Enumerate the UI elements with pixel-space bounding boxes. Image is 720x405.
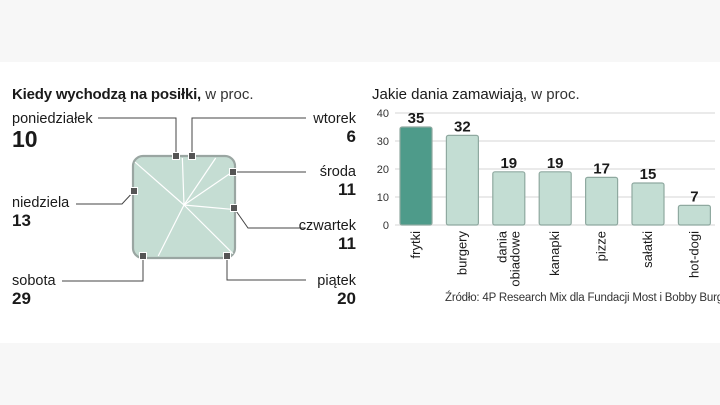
x-tick-label-kanapki: kanapki [547,231,562,276]
pie-panel-title: Kiedy wychodzą na posiłki, w proc. [12,86,254,103]
source-note: Źródło: 4P Research Mix dla Fundacji Mos… [445,292,720,304]
day-label-wtorek: wtorek 6 [313,111,356,146]
day-label-poniedzialek: poniedziałek 10 [12,111,93,152]
x-tick-label-frytki: frytki [408,231,423,259]
bar-sałatki [631,182,665,226]
bottom-band [0,343,720,405]
y-tick-label-0: 0 [383,220,389,232]
pie-marker-wtorek [188,152,196,160]
day-label-niedziela: niedziela 13 [12,195,70,230]
x-tick-label-burgery: burgery [454,231,469,276]
bar-kanapki [538,171,572,226]
pie-leader-line-sobota [62,256,144,282]
pie-marker-niedziela [130,187,138,195]
day-label-sobota: sobota 29 [12,273,56,308]
bar-value-label-pizze: 17 [593,160,610,177]
bar-value-label-burgery: 32 [454,118,471,135]
pie-leader-line-poniedziałek [98,117,177,156]
day-label-czwartek: czwartek 11 [298,218,356,253]
bar-value-label-dania obiadowe: 19 [500,155,517,172]
bar-value-label-sałatki: 15 [640,166,657,183]
pie-slice-boundary-6 [157,204,185,257]
bar-pizze [584,176,619,226]
pie-marker-środa [229,168,237,176]
pie-marker-czwartek [230,204,238,212]
day-label-piatek: piątek 20 [317,273,356,308]
x-tick-label-hot-dogi: hot-dogi [686,231,701,278]
pie-leader-line-niedziela [76,190,135,205]
bar-title: Jakie dania zamawiają, [372,86,528,103]
pie-marker-piątek [223,252,231,260]
pie-leader-line-czwartek [233,207,306,229]
pie-marker-sobota [139,252,147,260]
day-label-sroda: środa 11 [319,164,356,199]
y-tick-label-20: 20 [377,164,389,176]
bar-hot-dogi [677,204,712,226]
top-band [0,0,720,62]
pie-slice-boundary-4 [183,204,234,211]
x-tick-label-sałatki: sałatki [640,231,655,268]
bar-value-label-frytki: 35 [408,110,425,127]
pie-title: Kiedy wychodzą na posiłki, [12,86,202,103]
bar-value-label-kanapki: 19 [547,155,564,172]
y-tick-label-10: 10 [377,192,389,204]
bar-frytki [399,126,433,226]
pie-slice-boundary-5 [183,204,234,255]
pie-slice-boundary-2 [183,157,217,206]
pie-slice-boundary-1 [181,157,185,206]
x-tick-label-dania obiadowe-1: dania [494,230,509,263]
bar-unit: w proc. [531,86,580,103]
x-tick-label-pizze: pizze [594,231,609,261]
pie-marker-poniedziałek [172,152,180,160]
pie-slice-boundary-3 [183,170,234,206]
pie-unit: w proc. [205,86,254,103]
x-tick-label-dania obiadowe-2: obiadowe [507,231,522,287]
pie-square [131,154,237,260]
pie-slice-boundary-7 [134,161,185,206]
pie-leader-line-wtorek [191,117,306,156]
pie-leader-line-piątek [226,256,306,281]
y-tick-label-40: 40 [377,108,389,120]
bar-value-label-hot-dogi: 7 [690,188,698,205]
bar-burgery [445,134,479,226]
bar-dania obiadowe [492,171,526,226]
y-tick-label-30: 30 [377,136,389,148]
bar-panel-title: Jakie dania zamawiają, w proc. [372,86,580,103]
